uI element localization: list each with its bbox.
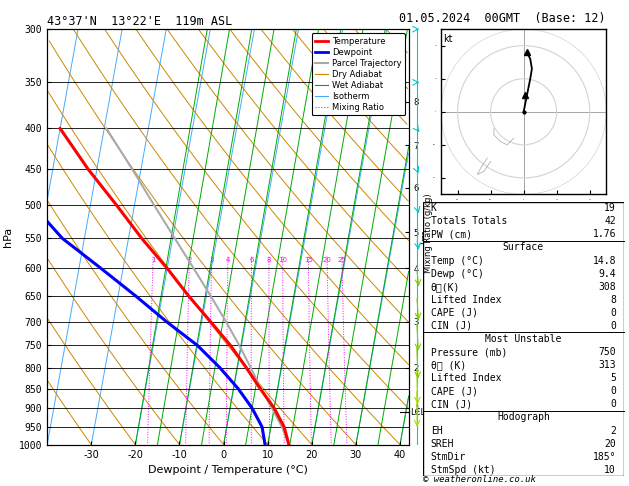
Text: 185°: 185° <box>593 451 616 462</box>
Text: 42: 42 <box>604 216 616 226</box>
Text: 6: 6 <box>249 257 254 262</box>
Text: 2: 2 <box>610 426 616 435</box>
Text: © weatheronline.co.uk: © weatheronline.co.uk <box>423 474 535 484</box>
X-axis label: Dewpoint / Temperature (°C): Dewpoint / Temperature (°C) <box>148 465 308 475</box>
Text: Temp (°C): Temp (°C) <box>431 256 484 265</box>
Text: CIN (J): CIN (J) <box>431 399 472 409</box>
Text: kt: kt <box>443 34 452 44</box>
Text: 15: 15 <box>304 257 313 262</box>
Text: 308: 308 <box>598 282 616 292</box>
Text: θᴇ (K): θᴇ (K) <box>431 360 466 370</box>
Text: Pressure (mb): Pressure (mb) <box>431 347 507 357</box>
Text: 20: 20 <box>604 438 616 449</box>
Text: 9.4: 9.4 <box>598 269 616 278</box>
Text: 313: 313 <box>598 360 616 370</box>
Text: 1.76: 1.76 <box>593 229 616 240</box>
Text: StmDir: StmDir <box>431 451 466 462</box>
Text: LCL: LCL <box>410 408 425 417</box>
Text: 0: 0 <box>610 321 616 331</box>
Text: 4: 4 <box>226 257 230 262</box>
Legend: Temperature, Dewpoint, Parcel Trajectory, Dry Adiabat, Wet Adiabat, Isotherm, Mi: Temperature, Dewpoint, Parcel Trajectory… <box>312 34 404 116</box>
Text: 8: 8 <box>267 257 271 262</box>
Text: 0: 0 <box>610 399 616 409</box>
Text: 43°37'N  13°22'E  119m ASL: 43°37'N 13°22'E 119m ASL <box>47 15 233 28</box>
Text: Surface: Surface <box>503 243 544 252</box>
Text: CIN (J): CIN (J) <box>431 321 472 331</box>
Text: Lifted Index: Lifted Index <box>431 373 501 383</box>
Y-axis label: km
ASL: km ASL <box>420 228 442 246</box>
Text: Lifted Index: Lifted Index <box>431 295 501 305</box>
Text: CAPE (J): CAPE (J) <box>431 308 478 318</box>
Text: StmSpd (kt): StmSpd (kt) <box>431 465 496 475</box>
Y-axis label: hPa: hPa <box>3 227 13 247</box>
Text: 14.8: 14.8 <box>593 256 616 265</box>
Text: SREH: SREH <box>431 438 454 449</box>
Text: Hodograph: Hodograph <box>497 413 550 422</box>
Text: PW (cm): PW (cm) <box>431 229 472 240</box>
Text: CAPE (J): CAPE (J) <box>431 386 478 396</box>
Text: Most Unstable: Most Unstable <box>485 334 562 344</box>
Text: 1: 1 <box>151 257 155 262</box>
Text: Dewp (°C): Dewp (°C) <box>431 269 484 278</box>
Text: 19: 19 <box>604 203 616 213</box>
Text: Totals Totals: Totals Totals <box>431 216 507 226</box>
Text: 750: 750 <box>598 347 616 357</box>
Text: 8: 8 <box>610 295 616 305</box>
Text: 0: 0 <box>610 386 616 396</box>
Text: 2: 2 <box>187 257 191 262</box>
Text: 0: 0 <box>610 308 616 318</box>
Text: 01.05.2024  00GMT  (Base: 12): 01.05.2024 00GMT (Base: 12) <box>399 12 606 25</box>
Text: K: K <box>431 203 437 213</box>
Text: 20: 20 <box>323 257 331 262</box>
Text: 3: 3 <box>209 257 214 262</box>
Text: 5: 5 <box>610 373 616 383</box>
Text: 10: 10 <box>604 465 616 475</box>
Text: θᴇ(K): θᴇ(K) <box>431 282 460 292</box>
Text: EH: EH <box>431 426 442 435</box>
Text: Mixing Ratio (g/kg): Mixing Ratio (g/kg) <box>425 193 433 273</box>
Text: 10: 10 <box>278 257 287 262</box>
Text: 25: 25 <box>338 257 347 262</box>
